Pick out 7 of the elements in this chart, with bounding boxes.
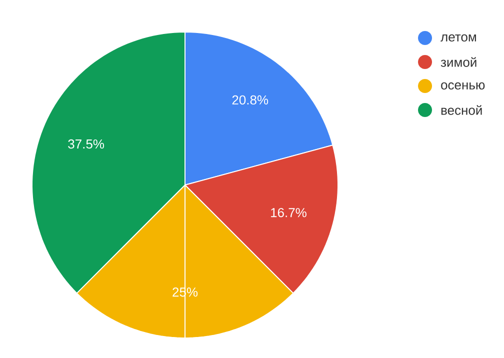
legend-label: весной (441, 105, 482, 115)
data-label: 37.5% (68, 139, 104, 149)
legend-label: осенью (441, 82, 485, 90)
legend-label: зимой (440, 57, 476, 67)
data-label: 20.8% (232, 95, 268, 105)
data-label: 16.7% (271, 208, 306, 218)
legend-label: летом (440, 34, 476, 42)
